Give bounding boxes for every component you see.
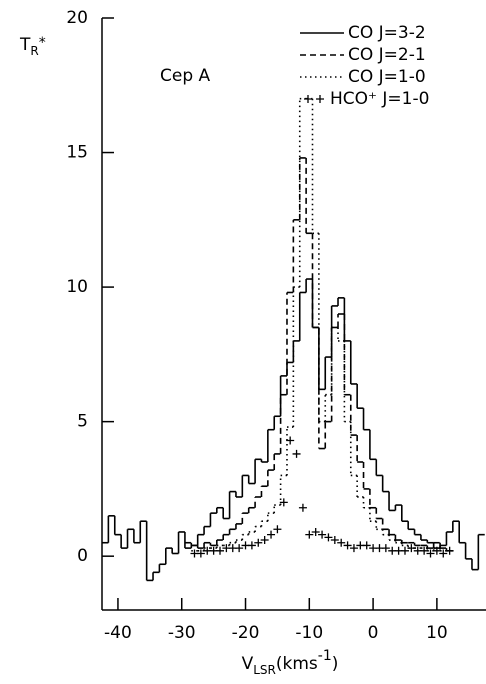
data-point: [273, 525, 282, 534]
legend-label: CO J=3-2: [348, 23, 426, 43]
x-tick-label: -30: [168, 623, 196, 643]
data-point: [330, 536, 339, 545]
data-point: [311, 527, 320, 536]
y-axis-label-part: *: [39, 35, 46, 51]
data-point: [279, 498, 288, 507]
data-point: [216, 546, 225, 555]
data-point: [426, 549, 435, 558]
legend-label: HCO⁺ J=1-0: [330, 89, 429, 109]
y-tick-label: 10: [66, 277, 88, 297]
data-point: [260, 536, 269, 545]
x-axis-label-part: LSR: [253, 663, 276, 677]
data-point: [400, 546, 409, 555]
data-point: [343, 541, 352, 550]
data-point: [337, 538, 346, 547]
data-point: [305, 530, 314, 539]
y-axis-label-part: R: [30, 44, 38, 58]
data-point: [407, 544, 416, 553]
x-tick-label: 0: [368, 623, 379, 643]
legend-label: CO J=2-1: [348, 45, 426, 65]
data-point: [196, 549, 205, 558]
data-point: [324, 533, 333, 542]
x-tick-label: -20: [232, 623, 260, 643]
data-point: [267, 530, 276, 539]
x-axis-label-part: V: [242, 654, 254, 674]
x-axis-label-part: -1: [318, 648, 332, 664]
data-point: [381, 544, 390, 553]
annotation: Cep A: [160, 66, 211, 86]
legend-label: CO J=1-0: [348, 67, 426, 87]
data-point: [292, 449, 301, 458]
data-point: [318, 530, 327, 539]
data-point: [432, 546, 441, 555]
y-tick-label: 15: [66, 143, 88, 163]
data-point: [439, 549, 448, 558]
data-point: [247, 541, 256, 550]
y-tick-label: 0: [77, 546, 88, 566]
data-point: [254, 538, 263, 547]
x-tick-label: 10: [426, 623, 448, 643]
data-point: [445, 546, 454, 555]
y-axis-label-part: T: [19, 35, 31, 55]
x-axis-label-part: ): [332, 654, 339, 674]
x-tick-label: -10: [295, 623, 323, 643]
data-point: [362, 541, 371, 550]
x-tick-label: -40: [104, 623, 132, 643]
data-point: [349, 544, 358, 553]
legend-marker: [316, 95, 324, 103]
x-axis-label: VLSR(kms-1): [242, 648, 339, 677]
data-point: [235, 544, 244, 553]
data-point: [298, 503, 307, 512]
y-tick-label: 20: [66, 8, 88, 28]
y-axis-label: TR*: [19, 35, 46, 58]
data-point: [286, 436, 295, 445]
y-tick-label: 5: [77, 412, 88, 432]
x-axis-label-part: (kms: [276, 654, 318, 674]
data-point: [420, 546, 429, 555]
legend-marker: [304, 95, 312, 103]
